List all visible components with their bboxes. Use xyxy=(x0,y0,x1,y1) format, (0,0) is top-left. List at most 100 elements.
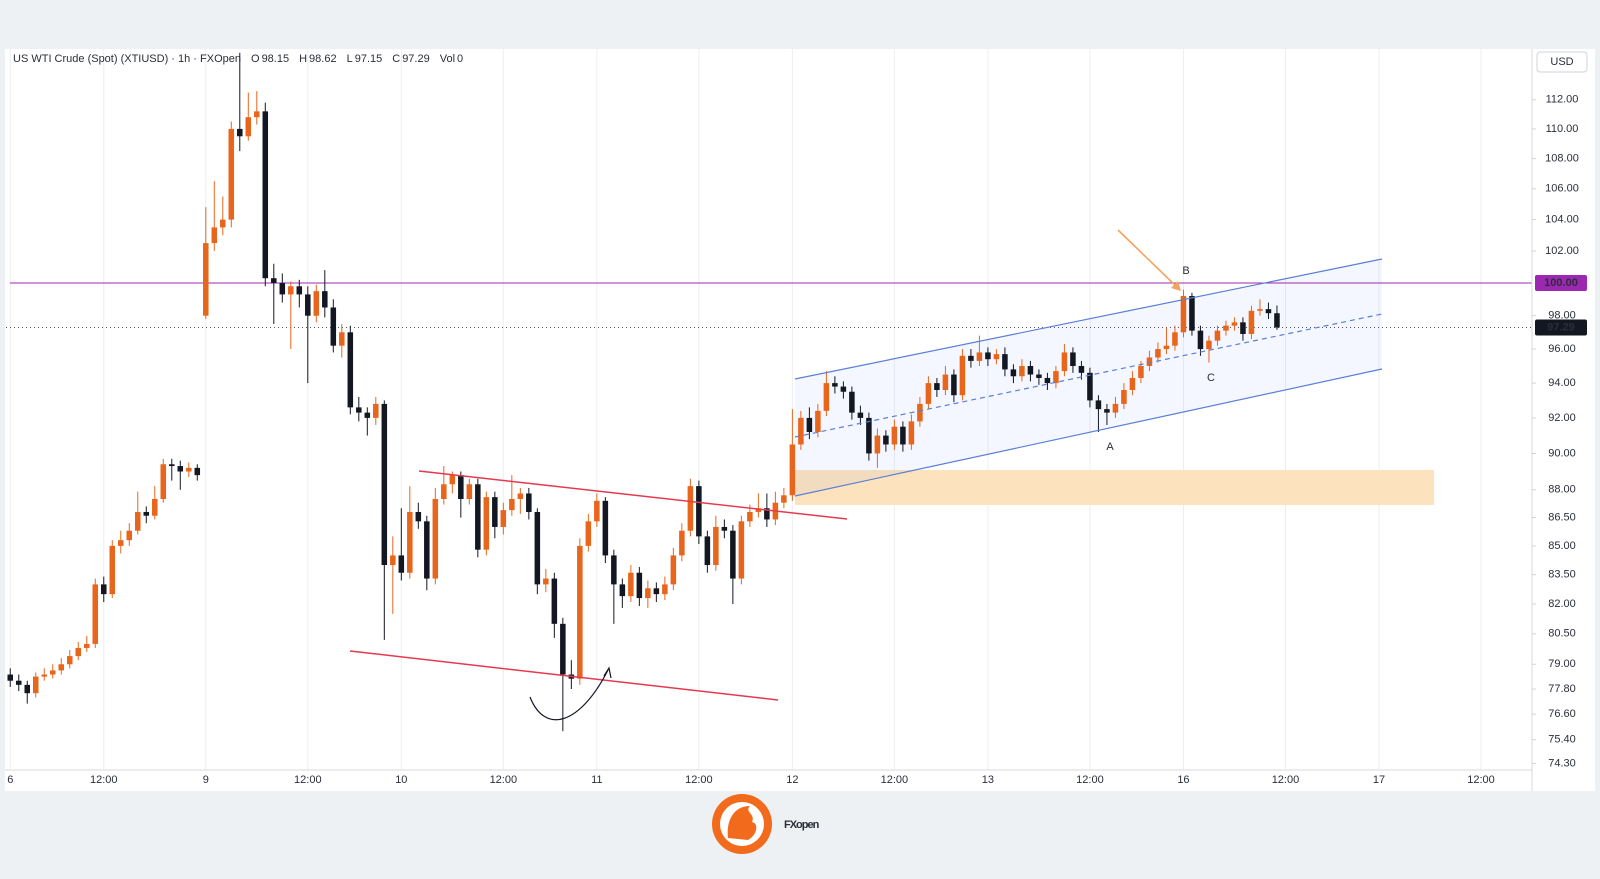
candle-body xyxy=(747,511,753,522)
candle-body xyxy=(49,670,56,675)
candle-body xyxy=(1129,377,1136,391)
candle-body xyxy=(194,467,201,476)
candle-body xyxy=(951,374,957,396)
candle-body xyxy=(118,540,124,546)
y-tick-label: 83.50 xyxy=(1548,569,1576,581)
y-tick-label: 110.00 xyxy=(1546,123,1579,135)
candle-body xyxy=(755,508,762,512)
candle-body xyxy=(160,464,167,499)
candle-body xyxy=(602,500,609,556)
candle-body xyxy=(985,352,991,360)
candle-body xyxy=(1163,345,1170,350)
candle-body xyxy=(296,286,303,295)
x-tick-label: 12:00 xyxy=(1467,774,1495,786)
candle-body xyxy=(228,128,235,220)
candle-body xyxy=(279,283,286,295)
candle-body xyxy=(509,498,515,511)
x-tick-label: 12:00 xyxy=(685,774,713,786)
arrow-head xyxy=(603,666,612,679)
candle-body xyxy=(152,498,158,516)
candle-body xyxy=(126,530,133,541)
candle-body xyxy=(322,291,328,308)
candle-body xyxy=(1248,310,1255,334)
candle-body xyxy=(101,584,107,595)
candle-body xyxy=(645,588,651,599)
candle-body xyxy=(917,403,923,422)
candle-body xyxy=(730,530,736,579)
candle-body xyxy=(424,521,430,579)
candle-body xyxy=(203,243,209,316)
candle-body xyxy=(1053,371,1059,384)
candle-body xyxy=(24,684,31,694)
trend-line xyxy=(418,470,848,520)
ohlc-value: 98.15 xyxy=(261,53,290,65)
candle-body xyxy=(500,510,507,527)
candle-body xyxy=(874,435,881,454)
candle-body xyxy=(662,584,668,595)
candle-body xyxy=(254,111,260,118)
candle-body xyxy=(687,486,694,531)
candle-body xyxy=(288,286,294,295)
last-price-label: 97.29 xyxy=(1547,321,1575,333)
candle-body xyxy=(407,511,413,573)
candle-body xyxy=(908,421,915,445)
candle-body xyxy=(339,332,345,346)
candle-body xyxy=(900,426,906,445)
x-tick-label: 10 xyxy=(395,774,407,786)
x-tick-label: 12:00 xyxy=(90,774,118,786)
candle-body xyxy=(585,521,592,546)
candle-body xyxy=(169,464,175,467)
currency-box xyxy=(1536,51,1588,73)
candle-body xyxy=(262,111,269,279)
y-tick-label: 86.50 xyxy=(1548,511,1576,523)
y-tick-label: 96.00 xyxy=(1548,343,1576,355)
candle-body xyxy=(1197,330,1204,350)
logo-icon xyxy=(727,806,757,840)
candle-body xyxy=(619,584,626,597)
y-tick-label: 77.80 xyxy=(1548,683,1576,695)
y-tick-label: 79.00 xyxy=(1548,658,1576,670)
y-tick-label: 92.00 xyxy=(1548,412,1576,424)
candle-body xyxy=(135,511,141,531)
candle-body xyxy=(1044,377,1051,384)
ohlc-label: O xyxy=(251,53,260,65)
y-tick-label: 76.60 xyxy=(1548,708,1576,720)
candle-body xyxy=(968,355,974,361)
candle-body xyxy=(1231,322,1238,326)
candle-body xyxy=(1138,365,1144,378)
candle-body xyxy=(577,545,583,679)
x-tick-label: 12:00 xyxy=(1076,774,1104,786)
drawings: A B C xyxy=(349,229,1383,721)
candle-body xyxy=(84,643,90,648)
candle-body xyxy=(560,623,566,675)
y-tick-label: 75.40 xyxy=(1548,734,1576,746)
candle-body xyxy=(857,412,864,418)
candle-body xyxy=(381,403,388,566)
y-tick-label: 98.00 xyxy=(1548,310,1576,322)
channel-midline xyxy=(794,313,1383,438)
x-tick-label: 12:00 xyxy=(1272,774,1300,786)
candle-body xyxy=(891,426,898,445)
candle-body xyxy=(58,664,65,671)
candle-body xyxy=(883,435,889,445)
level-label-box xyxy=(1535,275,1587,292)
y-tick-label: 112.00 xyxy=(1546,94,1579,106)
candle-body xyxy=(993,354,1000,360)
candle-body xyxy=(347,332,354,408)
candle-body xyxy=(1172,332,1178,346)
candle-body xyxy=(959,355,966,396)
candle-body xyxy=(75,647,82,657)
candle-body xyxy=(373,403,379,418)
candle-body xyxy=(849,391,855,413)
candle-body xyxy=(483,497,490,550)
candle-body xyxy=(781,495,787,503)
candle-body xyxy=(271,278,277,284)
candle-body xyxy=(764,508,770,520)
y-tick-label: 85.00 xyxy=(1548,540,1576,552)
last-price-box xyxy=(1535,319,1587,336)
candle-body xyxy=(815,410,821,433)
candle-body xyxy=(143,511,150,516)
ohlc-label: C xyxy=(392,53,401,65)
candle-body xyxy=(1027,365,1034,375)
